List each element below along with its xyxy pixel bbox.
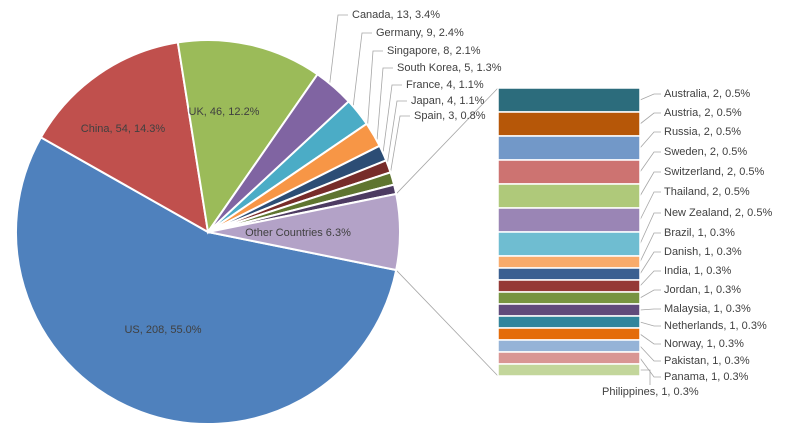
bar-segment-australia (497, 87, 641, 113)
breakdown-bar (497, 87, 641, 377)
bar-leader-new-zealand (639, 212, 661, 245)
bar-label-netherlands: Netherlands, 1, 0.3% (664, 320, 767, 332)
bar-leader-pakistan (639, 345, 661, 362)
bar-segment-jordan (497, 291, 641, 305)
leader-line-japan (384, 100, 407, 181)
bar-leader-malaysia (639, 308, 661, 311)
bar-label-philippines: Philippines, 1, 0.3% (602, 386, 699, 398)
bar-segment-norway (497, 327, 641, 341)
pie-label-france: France, 4, 1.1% (406, 79, 484, 91)
bar-segment-panama (497, 351, 641, 365)
leader-line-spain (387, 115, 410, 192)
pie-label-spain: Spain, 3, 0.8% (414, 110, 486, 122)
pie-label-singapore: Singapore, 8, 2.1% (387, 45, 481, 57)
bar-segment-malaysia (497, 303, 641, 317)
bar-leader-philippines (640, 369, 651, 385)
pie-slice-uk (176, 39, 319, 235)
leader-lines (328, 14, 661, 385)
pie-label-other-countries: Other Countries 6.3% (245, 227, 351, 239)
pie (15, 39, 401, 426)
bar-leader-russia (639, 131, 661, 149)
data-labels: US, 208, 55.0% China, 54, 14.3% UK, 46, 12… (81, 9, 773, 398)
bar-segment-philippines (497, 363, 641, 377)
pie-label-us: US, 208, 55.0% (124, 324, 201, 336)
bar-leader-india (639, 270, 661, 287)
leader-line-canada (328, 14, 348, 94)
leader-line-germany (351, 32, 372, 118)
pie-slice-us (15, 136, 398, 426)
pie-label-japan: Japan, 4, 1.1% (411, 95, 485, 107)
bar-segment-new-zealand (497, 231, 641, 257)
bar-segment-brazil (497, 255, 641, 269)
bar-leader-panama (639, 357, 661, 378)
leader-line-singapore (366, 50, 383, 139)
bar-leader-sweden (639, 151, 661, 173)
bar-leader-switzerland (639, 171, 661, 197)
pie-slice-other-countries (207, 192, 401, 272)
pie-label-uk: UK, 46, 12.2% (189, 106, 260, 118)
bar-leader-jordan (639, 289, 661, 299)
bar-label-jordan: Jordan, 1, 0.3% (664, 284, 741, 296)
bar-segment-netherlands (497, 315, 641, 329)
bar-segment-danish (497, 267, 641, 281)
bar-segment-india (497, 279, 641, 293)
bar-label-danish: Danish, 1, 0.3% (664, 246, 742, 258)
bar-label-india: India, 1, 0.3% (664, 265, 731, 277)
bar-segment-switzerland (497, 183, 641, 209)
bar-leader-brazil (639, 232, 661, 263)
bar-label-austria: Austria, 2, 0.5% (664, 107, 742, 119)
leader-line-south-korea (375, 67, 393, 157)
bar-label-australia: Australia, 2, 0.5% (664, 88, 750, 100)
bar-leader-danish (639, 251, 661, 275)
bar-label-new-zealand: New Zealand, 2, 0.5% (664, 207, 772, 219)
bar-label-sweden: Sweden, 2, 0.5% (664, 146, 747, 158)
connector-top (395, 87, 499, 195)
leader-line-france (380, 84, 402, 170)
bar-label-pakistan: Pakistan, 1, 0.3% (664, 355, 750, 367)
bar-label-malaysia: Malaysia, 1, 0.3% (664, 303, 751, 315)
bar-label-brazil: Brazil, 1, 0.3% (664, 227, 735, 239)
bar-leader-norway (639, 333, 661, 345)
bar-label-panama: Panama, 1, 0.3% (664, 371, 749, 383)
pie-label-germany: Germany, 9, 2.4% (376, 27, 464, 39)
bar-segment-austria (497, 111, 641, 137)
bar-label-thailand: Thailand, 2, 0.5% (664, 186, 750, 198)
pie-label-china: China, 54, 14.3% (81, 123, 166, 135)
pie-label-south-korea: South Korea, 5, 1.3% (397, 62, 502, 74)
bar-segment-thailand (497, 207, 641, 233)
bar-label-switzerland: Switzerland, 2, 0.5% (664, 166, 764, 178)
bar-segment-russia (497, 135, 641, 161)
bar-label-norway: Norway, 1, 0.3% (664, 338, 744, 350)
connector-bottom (395, 269, 499, 377)
bar-leader-australia (639, 93, 661, 101)
bar-label-russia: Russia, 2, 0.5% (664, 126, 741, 138)
pie-slice-china (39, 41, 210, 234)
bar-leader-thailand (639, 191, 661, 221)
bar-segment-pakistan (497, 339, 641, 353)
bar-segment-sweden (497, 159, 641, 185)
bar-leader-austria (639, 112, 661, 125)
pie-label-canada: Canada, 13, 3.4% (352, 9, 440, 21)
bar-leader-netherlands (639, 321, 661, 327)
